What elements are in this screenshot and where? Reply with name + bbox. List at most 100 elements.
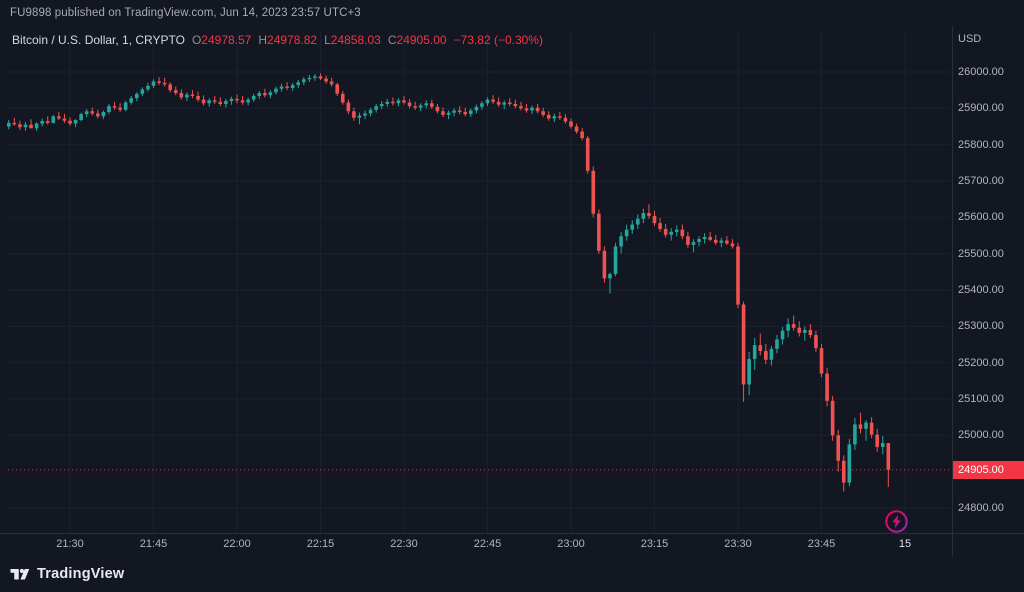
candle-body bbox=[463, 111, 468, 115]
candle-body bbox=[769, 348, 774, 360]
open-label: O bbox=[191, 33, 202, 47]
tradingview-logomark-icon bbox=[10, 568, 30, 580]
candle-body bbox=[836, 435, 841, 461]
candle-body bbox=[641, 212, 646, 219]
grid bbox=[8, 30, 950, 533]
time-scale[interactable]: 21:30 21:45 22:00 22:15 22:30 22:45 23:00 23:15… bbox=[0, 538, 952, 554]
time-tick-label: 22:00 bbox=[223, 538, 251, 550]
candle-body bbox=[391, 101, 395, 104]
high-value: 24978.82 bbox=[267, 33, 318, 47]
ohlc-open: O 24978.57 bbox=[192, 33, 251, 47]
flash-icon[interactable] bbox=[883, 508, 910, 535]
candle-body bbox=[546, 114, 551, 119]
candle-body bbox=[157, 81, 161, 83]
candle-body bbox=[725, 240, 729, 244]
candle-body bbox=[190, 94, 195, 96]
candle-body bbox=[697, 239, 701, 243]
candle-body bbox=[630, 224, 635, 230]
candle-body bbox=[719, 240, 724, 243]
candle-body bbox=[691, 242, 696, 245]
candle-body bbox=[368, 109, 373, 114]
candle-body bbox=[346, 102, 351, 112]
candle-body bbox=[379, 103, 384, 107]
candle-body bbox=[40, 121, 44, 124]
candle-body bbox=[441, 111, 445, 115]
price-tick-label: 24800.00 bbox=[958, 502, 1004, 514]
candle-body bbox=[173, 90, 178, 94]
symbol-title[interactable]: Bitcoin / U.S. Dollar, 1, CRYPTO bbox=[12, 33, 185, 47]
candlestick-series[interactable] bbox=[6, 73, 891, 492]
ohlc-high: H 24978.82 bbox=[258, 33, 317, 47]
candle-body bbox=[224, 101, 228, 104]
candle-body bbox=[324, 78, 328, 82]
candle-body bbox=[140, 89, 145, 94]
candle-body bbox=[435, 106, 440, 112]
price-tick-label: 25200.00 bbox=[958, 356, 1004, 369]
candle-body bbox=[207, 100, 211, 104]
candle-body bbox=[875, 434, 879, 447]
time-tick-label: 23:15 bbox=[640, 538, 669, 550]
candle-body bbox=[452, 110, 456, 113]
candle-body bbox=[853, 424, 857, 445]
candle-body bbox=[151, 81, 156, 86]
price-tick-label: 25500.00 bbox=[958, 247, 1004, 260]
candle-body bbox=[402, 100, 406, 103]
candle-body bbox=[179, 93, 184, 98]
candle-body bbox=[34, 123, 39, 129]
time-tick-label: 22:30 bbox=[390, 538, 418, 550]
candle-body bbox=[530, 107, 534, 111]
candle-body bbox=[396, 100, 401, 104]
candle-body bbox=[474, 106, 479, 111]
candle-body bbox=[825, 373, 829, 401]
price-tick-label: 25700.00 bbox=[958, 175, 1004, 187]
candle-body bbox=[118, 107, 122, 110]
candle-body bbox=[340, 93, 345, 103]
candle-body bbox=[797, 327, 802, 333]
candle-body bbox=[535, 107, 540, 112]
ohlc-low: L 24858.03 bbox=[324, 33, 381, 47]
candle-body bbox=[162, 82, 167, 85]
price-scale[interactable]: 26000.00 25900.00 25800.00 25700.00 25600.00… bbox=[958, 0, 1022, 533]
candle-body bbox=[524, 108, 529, 111]
candle-body bbox=[869, 422, 874, 435]
candle-body bbox=[752, 345, 757, 360]
price-tick-label: 25400.00 bbox=[958, 284, 1004, 296]
candle-body bbox=[780, 330, 785, 340]
candle-body bbox=[335, 84, 340, 94]
candle-body bbox=[730, 243, 735, 247]
candle-body bbox=[702, 236, 707, 240]
candle-body bbox=[647, 212, 651, 216]
lightning-bolt-icon bbox=[885, 510, 908, 533]
candle-body bbox=[864, 422, 868, 429]
attribution-text: FU9898 published on TradingView.com, Jun… bbox=[10, 7, 361, 19]
candle-body bbox=[764, 351, 768, 360]
candle-body bbox=[129, 98, 134, 103]
candle-body bbox=[747, 359, 751, 385]
candle-body bbox=[786, 324, 790, 331]
candle-body bbox=[457, 110, 462, 112]
candle-body bbox=[563, 117, 568, 122]
candle-body bbox=[669, 231, 674, 235]
candle-body bbox=[613, 246, 618, 275]
candle-body bbox=[45, 121, 50, 123]
candle-body bbox=[446, 112, 451, 115]
candle-body bbox=[552, 116, 557, 119]
price-change: −73.82 (−0.30%) bbox=[453, 33, 543, 47]
time-tick-label: 23:00 bbox=[557, 538, 585, 550]
candle-body bbox=[235, 98, 239, 101]
high-label: H bbox=[258, 33, 268, 47]
candle-body bbox=[185, 94, 189, 98]
close-label: C bbox=[387, 33, 397, 47]
symbol-legend[interactable]: Bitcoin / U.S. Dollar, 1, CRYPTO O 24978.… bbox=[12, 33, 543, 47]
candle-body bbox=[602, 250, 607, 279]
candle-body bbox=[313, 76, 317, 78]
tradingview-logo[interactable]: TradingView bbox=[9, 563, 124, 584]
candle-body bbox=[168, 84, 173, 91]
candle-body bbox=[574, 126, 579, 132]
candle-body bbox=[263, 93, 267, 96]
price-scale-currency[interactable]: USD bbox=[958, 33, 982, 45]
time-tick-label: 21:45 bbox=[139, 538, 168, 550]
candle-body bbox=[713, 239, 718, 243]
candle-body bbox=[507, 102, 512, 104]
